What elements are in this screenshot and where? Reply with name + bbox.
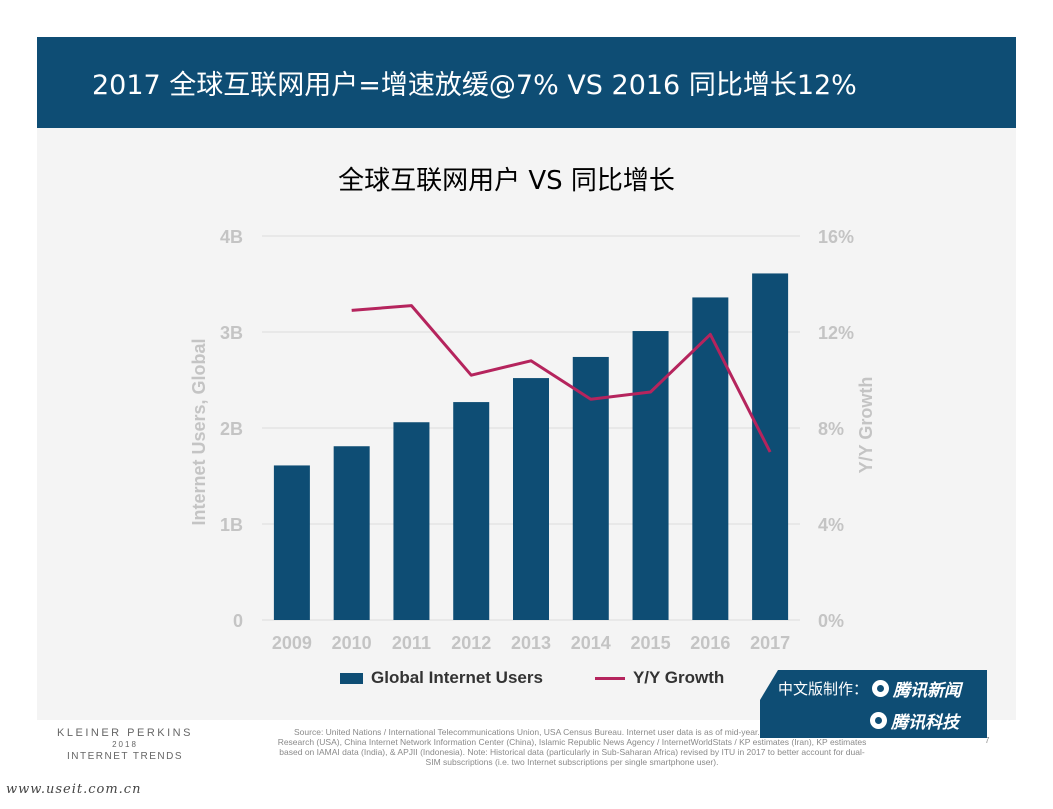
kpcb-logo: KLEINER PERKINS 2018 INTERNET TRENDS (50, 727, 200, 763)
legend-bar-swatch (340, 672, 363, 684)
x-tick-label: 2013 (511, 633, 551, 653)
x-tick-label: 2017 (750, 633, 790, 653)
growth-line (351, 304, 772, 453)
header-banner: 2017 全球互联网用户=增速放缓@7% VS 2016 同比增长12% (37, 37, 1016, 128)
page-number: 7 (985, 736, 990, 745)
y-axis-title: Internet Users, Global (189, 338, 209, 525)
y-tick-label: 2B (220, 419, 243, 439)
legend-label-growth: Y/Y Growth (632, 668, 725, 687)
y-tick-label: 1B (220, 515, 243, 535)
y2-tick-label: 16% (818, 227, 854, 247)
x-tick-label: 2014 (571, 633, 611, 653)
tencent-logo-icon (870, 712, 887, 729)
bar (692, 297, 729, 620)
brand-line-2: 2018 (112, 740, 138, 749)
bar (333, 446, 370, 620)
y2-tick-label: 4% (818, 515, 844, 535)
bar (393, 422, 430, 620)
x-tick-label: 2009 (272, 633, 312, 653)
brand-line-1: KLEINER PERKINS (57, 727, 193, 739)
tencent-logo-icon (872, 680, 890, 697)
credit-row-tech: 腾讯科技 (870, 708, 959, 733)
chart-legend: Global Internet Users Y/Y Growth (340, 668, 776, 688)
x-tick-label: 2016 (690, 633, 730, 653)
y-tick-label: 3B (220, 323, 243, 343)
legend-item-growth: Y/Y Growth (594, 668, 725, 688)
bar (453, 402, 490, 620)
credit-badge: 中文版制作： 腾讯新闻 腾讯科技 (760, 670, 987, 738)
y-tick-label: 0 (233, 611, 243, 631)
y2-tick-label: 0% (818, 611, 844, 631)
x-tick-label: 2011 (392, 633, 431, 653)
y2-tick-label: 8% (818, 419, 844, 439)
page-title: 2017 全球互联网用户=增速放缓@7% VS 2016 同比增长12% (92, 70, 857, 101)
bar (273, 465, 310, 620)
legend-label-users: Global Internet Users (371, 668, 543, 687)
bar (572, 356, 609, 620)
credit-label: 中文版制作： (778, 680, 869, 698)
credit-brand-tech: 腾讯科技 (891, 713, 959, 733)
x-tick-label: 2015 (631, 633, 671, 653)
y-tick-label: 4B (220, 227, 243, 247)
chart-title: 全球互联网用户 VS 同比增长 (338, 166, 675, 196)
y2-axis-title: Y/Y Growth (856, 377, 876, 474)
x-tick-label: 2010 (332, 633, 372, 653)
brand-line-3: INTERNET TRENDS (66, 751, 184, 762)
bar (513, 378, 549, 620)
legend-line-swatch (594, 676, 625, 680)
legend-item-users: Global Internet Users (340, 668, 543, 688)
site-watermark: www.useit.com.cn (6, 782, 142, 797)
bar (632, 331, 669, 620)
source-note: Source: United Nations / International T… (277, 727, 867, 767)
bar (752, 273, 789, 620)
credit-row-news: 中文版制作： 腾讯新闻 (778, 676, 961, 701)
x-tick-label: 2012 (451, 633, 491, 653)
credit-brand-news: 腾讯新闻 (893, 681, 962, 701)
y2-tick-label: 12% (818, 323, 854, 343)
